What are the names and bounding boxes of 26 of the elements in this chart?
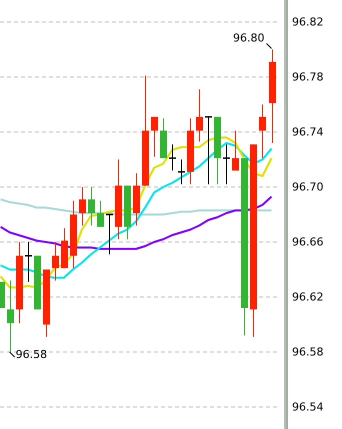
y-tick-label: 96.54: [292, 400, 324, 414]
y-tick-label: 96.82: [292, 16, 324, 29]
candlestick: [52, 242, 60, 281]
candlestick: [88, 186, 96, 226]
candlestick: [96, 200, 104, 228]
line-series: [0, 196, 272, 250]
y-tick-label: 96.66: [292, 236, 324, 249]
annotation: 96.58: [16, 348, 48, 361]
candlestick: [222, 144, 231, 185]
y-tick-label: 96.62: [292, 290, 324, 304]
y-tick-label: 96.78: [292, 70, 324, 84]
candlestick: [232, 130, 240, 171]
candlestick: [6, 280, 14, 352]
candlestick: [196, 88, 204, 142]
annotation: 96.80: [233, 32, 264, 44]
y-tick-label: 96.74: [292, 126, 324, 139]
candlestick: [204, 116, 213, 185]
candlestick: [105, 214, 114, 255]
candlestick: [168, 144, 177, 171]
y-tick-label: 96.58: [292, 346, 324, 359]
candlestick: [258, 104, 266, 159]
candlestick: [78, 186, 86, 226]
y-tick-label: 96.70: [292, 180, 324, 194]
candlestick: [150, 116, 158, 158]
candlestick: [177, 159, 186, 185]
candlestick: [24, 242, 33, 282]
